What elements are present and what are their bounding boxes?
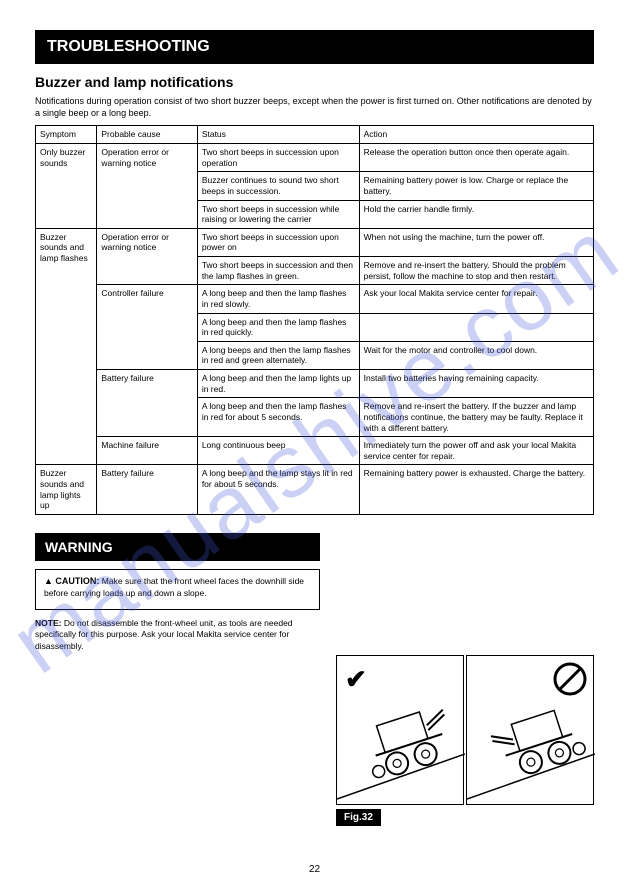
cell-status: Long continuous beep (197, 437, 359, 465)
cell-action: Install two batteries having remaining c… (359, 370, 593, 398)
th-symptom: Symptom (36, 126, 97, 144)
prohibit-icon (552, 661, 588, 697)
cart-uphill-wrong-icon (467, 694, 595, 804)
cell-action: When not using the machine, turn the pow… (359, 228, 593, 256)
cell-status: A long beep and then the lamp flashes in… (197, 398, 359, 437)
cell-cause: Battery failure (97, 465, 197, 515)
checkmark-icon: ✔ (345, 664, 367, 695)
cell-action: Release the operation button once then o… (359, 144, 593, 172)
cell-action: Remaining battery power is exhausted. Ch… (359, 465, 593, 515)
cell-status: Two short beeps in succession while rais… (197, 200, 359, 228)
cell-cause: Battery failure (97, 370, 197, 437)
cell-cause: Controller failure (97, 285, 197, 370)
cell-status: A long beep and then the lamp lights up … (197, 370, 359, 398)
cell-status: A long beep and then the lamp flashes in… (197, 313, 359, 341)
table-row: Controller failure A long beep and then … (36, 285, 594, 313)
cell-action: Immediately turn the power off and ask y… (359, 437, 593, 465)
cell-status: A long beep and then the lamp flashes in… (197, 285, 359, 313)
note-block: NOTE: Do not disassemble the front-wheel… (35, 618, 320, 652)
cell-action: Remove and re-insert the battery. Should… (359, 257, 593, 285)
cell-symptom: Buzzer sounds and lamp flashes (36, 228, 97, 465)
warning-bar: WARNING (35, 533, 320, 561)
cell-status: A long beeps and then the lamp flashes i… (197, 341, 359, 369)
table-row: Buzzer sounds and lamp flashes Operation… (36, 228, 594, 256)
cell-status: A long beep and the lamp stays lit in re… (197, 465, 359, 515)
cell-action: Ask your local Makita service center for… (359, 285, 593, 313)
cell-status: Buzzer continues to sound two short beep… (197, 172, 359, 200)
cart-uphill-correct-icon (337, 694, 465, 804)
th-action: Action (359, 126, 593, 144)
table-header-row: Symptom Probable cause Status Action (36, 126, 594, 144)
caution-box: CAUTION: Make sure that the front wheel … (35, 569, 320, 610)
cell-symptom: Only buzzer sounds (36, 144, 97, 229)
th-cause: Probable cause (97, 126, 197, 144)
caution-head: CAUTION: (44, 576, 99, 586)
cell-action: Wait for the motor and controller to coo… (359, 341, 593, 369)
page-number: 22 (309, 864, 320, 875)
cell-cause: Operation error or warning notice (97, 228, 197, 285)
table-row: Battery failure A long beep and then the… (36, 370, 594, 398)
intro-text: Notifications during operation consist o… (35, 96, 594, 119)
figure-wrong (466, 655, 594, 805)
figure-frames: ✔ (336, 655, 594, 805)
note-body: Do not disassemble the front-wheel unit,… (35, 618, 293, 651)
cell-action: Remaining battery power is low. Charge o… (359, 172, 593, 200)
troubleshooting-table: Symptom Probable cause Status Action Onl… (35, 125, 594, 515)
th-status: Status (197, 126, 359, 144)
table-row: Buzzer sounds and lamp lights up Battery… (36, 465, 594, 515)
warning-title: WARNING (45, 539, 113, 555)
figure-32: ✔ (336, 655, 594, 826)
cell-status: Two short beeps in succession upon power… (197, 228, 359, 256)
subtitle: Buzzer and lamp notifications (35, 74, 594, 90)
cell-status: Two short beeps in succession and then t… (197, 257, 359, 285)
cell-action: Remove and re-insert the battery. If the… (359, 398, 593, 437)
figure-number: Fig.32 (336, 809, 381, 826)
cell-status: Two short beeps in succession upon opera… (197, 144, 359, 172)
table-row: Only buzzer sounds Operation error or wa… (36, 144, 594, 172)
cell-action: Hold the carrier handle firmly. (359, 200, 593, 228)
figure-correct: ✔ (336, 655, 464, 805)
cell-cause: Operation error or warning notice (97, 144, 197, 229)
note-head: NOTE: (35, 618, 61, 628)
cell-action (359, 313, 593, 341)
section-title-bar: TROUBLESHOOTING (35, 30, 594, 64)
cell-symptom: Buzzer sounds and lamp lights up (36, 465, 97, 515)
table-row: Machine failure Long continuous beep Imm… (36, 437, 594, 465)
section-title: TROUBLESHOOTING (47, 38, 210, 55)
cell-cause: Machine failure (97, 437, 197, 465)
